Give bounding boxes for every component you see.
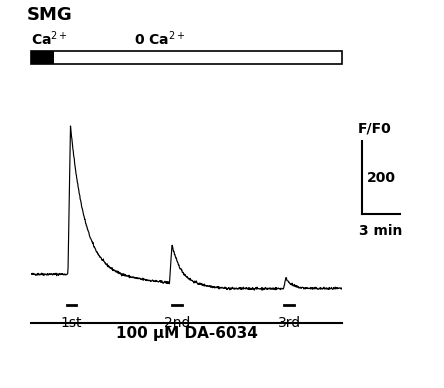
Text: 200: 200 bbox=[367, 171, 396, 185]
Text: 100 μM DA-6034: 100 μM DA-6034 bbox=[115, 326, 258, 341]
Text: 3rd: 3rd bbox=[278, 316, 301, 330]
Text: F/F0: F/F0 bbox=[357, 122, 391, 136]
Text: 1st: 1st bbox=[61, 316, 82, 330]
Text: Ca$^{2+}$: Ca$^{2+}$ bbox=[31, 30, 68, 48]
Text: 3 min: 3 min bbox=[359, 224, 402, 238]
Text: SMG: SMG bbox=[27, 6, 72, 24]
Text: 2nd: 2nd bbox=[164, 316, 190, 330]
Text: 0 Ca$^{2+}$: 0 Ca$^{2+}$ bbox=[134, 30, 185, 48]
